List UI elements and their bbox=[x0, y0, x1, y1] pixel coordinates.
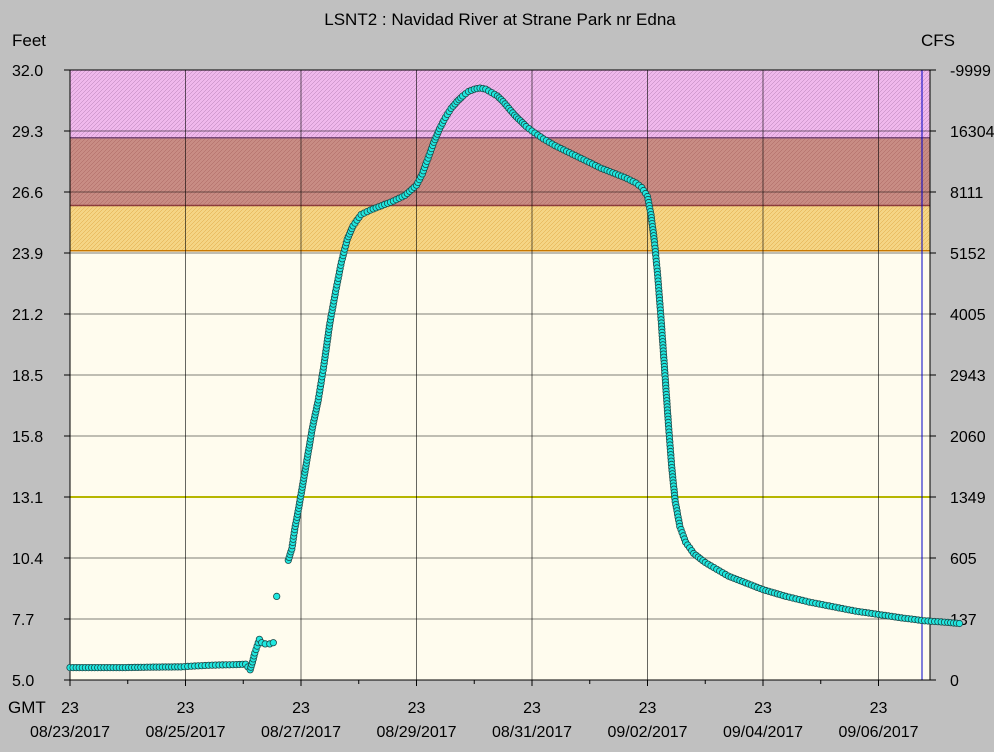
y-tick-label: 7.7 bbox=[12, 612, 34, 629]
x-tick-date: 08/23/2017 bbox=[30, 724, 110, 741]
y2-tick-label: 8111 bbox=[950, 185, 983, 202]
x-tick-hour: 23 bbox=[870, 700, 888, 717]
x-tick-hour: 23 bbox=[292, 700, 310, 717]
data-point bbox=[955, 619, 964, 628]
y-tick-label: 10.4 bbox=[12, 551, 43, 568]
x-tick-date: 09/06/2017 bbox=[838, 724, 918, 741]
y2-tick-label: 4005 bbox=[950, 307, 986, 324]
y2-tick-label: 605 bbox=[950, 551, 977, 568]
plot-area bbox=[69, 69, 930, 681]
y-tick-label: 23.9 bbox=[12, 246, 43, 263]
flood-band-1 bbox=[70, 137, 930, 206]
x-tick-hour: 23 bbox=[61, 700, 79, 717]
x-tick-date: 09/04/2017 bbox=[723, 724, 803, 741]
y-tick-label: 5.0 bbox=[12, 673, 34, 690]
x-tick-date: 09/02/2017 bbox=[607, 724, 687, 741]
y-tick-label: 13.1 bbox=[12, 490, 43, 507]
y-tick-label: 21.2 bbox=[12, 307, 43, 324]
y-tick-label: 32.0 bbox=[12, 63, 43, 80]
flood-band-0 bbox=[70, 205, 930, 251]
y2-tick-label: 5152 bbox=[950, 246, 986, 263]
x-tick-hour: 23 bbox=[754, 700, 772, 717]
x-tick-date: 08/27/2017 bbox=[261, 724, 341, 741]
y2-tick-label: -9999 bbox=[950, 63, 991, 80]
x-tick-date: 08/25/2017 bbox=[145, 724, 225, 741]
y-axis-label-cfs: CFS bbox=[921, 31, 955, 50]
y-axis-label-feet: Feet bbox=[12, 31, 46, 50]
axes: 5.0 7.7 10.4 13.1 15.8 18.5 21.2 23.9 26.6 29.3 32… bbox=[12, 63, 994, 741]
x-tick-hour: 23 bbox=[639, 700, 657, 717]
y-tick-label: 29.3 bbox=[12, 124, 43, 141]
chart-title: LSNT2 : Navidad River at Strane Park nr … bbox=[324, 10, 676, 29]
y2-tick-label: 1349 bbox=[950, 490, 986, 507]
x-tick-date: 08/31/2017 bbox=[492, 724, 572, 741]
y2-tick-label: 2943 bbox=[950, 368, 986, 385]
y2-tick-label: 2060 bbox=[950, 429, 986, 446]
data-point bbox=[269, 639, 277, 647]
flood-band-2 bbox=[70, 70, 930, 138]
x-tick-hour: 23 bbox=[523, 700, 541, 717]
y2-tick-label: 16304 bbox=[950, 124, 994, 141]
x-tick-hour: 23 bbox=[408, 700, 426, 717]
x-tick-date: 08/29/2017 bbox=[376, 724, 456, 741]
data-point bbox=[273, 592, 281, 601]
y-tick-label: 26.6 bbox=[12, 185, 43, 202]
y2-tick-label: 0 bbox=[950, 673, 959, 690]
y-tick-label: 18.5 bbox=[12, 368, 43, 385]
x-axis-label-gmt: GMT bbox=[8, 698, 46, 717]
data-series bbox=[66, 84, 964, 674]
x-tick-hour: 23 bbox=[177, 700, 195, 717]
y-tick-label: 15.8 bbox=[12, 429, 43, 446]
